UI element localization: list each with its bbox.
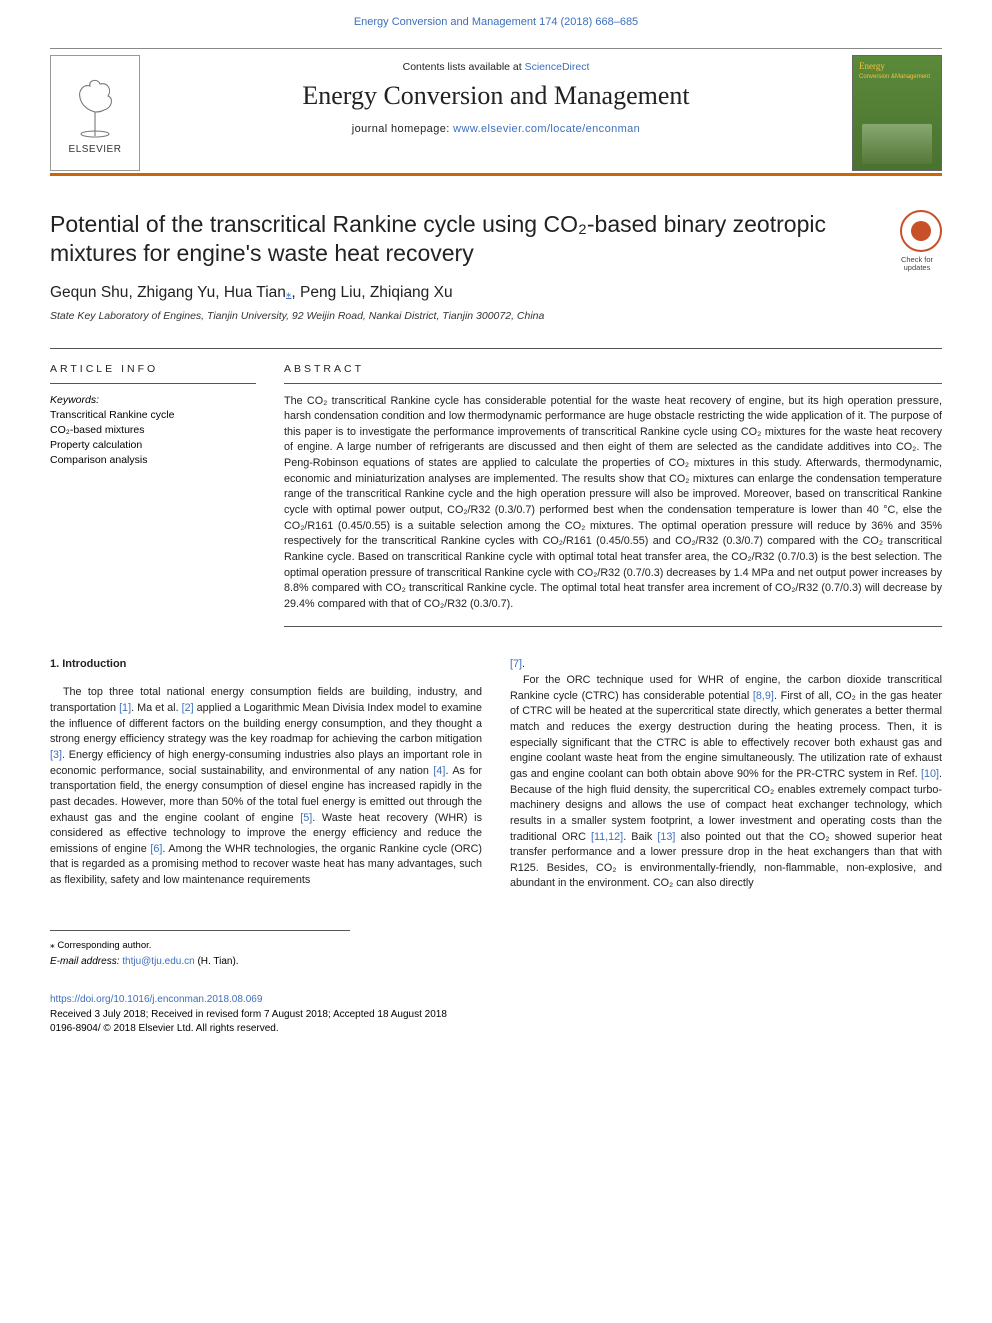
email-name: (H. Tian). (195, 956, 239, 967)
body-column-right: [7]. For the ORC technique used for WHR … (510, 657, 942, 892)
journal-cover-thumb: Energy Conversion &Management (852, 55, 942, 171)
publisher-name: ELSEVIER (69, 144, 122, 155)
citation-link[interactable]: [13] (657, 831, 675, 843)
homepage-prefix: journal homepage: (352, 123, 453, 135)
citation-link[interactable]: [1] (119, 702, 131, 714)
abstract-column: ABSTRACT The CO₂ transcritical Rankine c… (284, 349, 942, 628)
contents-prefix: Contents lists available at (403, 61, 525, 73)
citation-link[interactable]: [10] (921, 768, 939, 780)
citation-link[interactable]: [2] (182, 702, 194, 714)
section-heading-intro: 1. Introduction (50, 657, 482, 673)
abstract-label: ABSTRACT (284, 363, 942, 384)
citation-link[interactable]: [3] (50, 749, 62, 761)
body-lead-right: [7]. (510, 657, 942, 673)
article-info-column: ARTICLE INFO Keywords: Transcritical Ran… (50, 349, 256, 628)
author-name: Hua Tian (224, 284, 286, 301)
author-name: Gequn Shu (50, 284, 128, 301)
citation-link[interactable]: [5] (300, 812, 312, 824)
citation-link[interactable]: [6] (150, 843, 162, 855)
article-info-label: ARTICLE INFO (50, 363, 256, 384)
keyword-item: Transcritical Rankine cycle (50, 408, 256, 423)
keyword-item: Comparison analysis (50, 453, 256, 468)
email-label: E-mail address: (50, 956, 122, 967)
affiliation: State Key Laboratory of Engines, Tianjin… (50, 310, 942, 322)
keyword-item: Property calculation (50, 438, 256, 453)
header-center: Contents lists available at ScienceDirec… (160, 49, 832, 135)
issn-copyright: 0196-8904/ © 2018 Elsevier Ltd. All righ… (50, 1022, 942, 1037)
citation-link[interactable]: [8,9] (753, 690, 774, 702)
crossmark-icon (911, 221, 931, 241)
author-list: Gequn Shu, Zhigang Yu, Hua Tian⁎, Peng L… (50, 284, 942, 302)
cover-image-placeholder (862, 124, 932, 164)
running-header: Energy Conversion and Management 174 (20… (0, 0, 992, 40)
cover-subtitle: Conversion &Management (859, 74, 935, 80)
author-name: Zhigang Yu (137, 284, 215, 301)
journal-homepage-link[interactable]: www.elsevier.com/locate/enconman (453, 123, 640, 135)
abstract-text: The CO₂ transcritical Rankine cycle has … (284, 394, 942, 613)
footer-meta: https://doi.org/10.1016/j.enconman.2018.… (50, 993, 942, 1037)
author-name: Zhiqiang Xu (370, 284, 453, 301)
body-column-left: 1. Introduction The top three total nati… (50, 657, 482, 892)
body-paragraph-left: The top three total national energy cons… (50, 685, 482, 888)
body-paragraph-right: For the ORC technique used for WHR of en… (510, 673, 942, 892)
author-name: Peng Liu (300, 284, 361, 301)
corresponding-email-link[interactable]: thtju@tju.edu.cn (122, 956, 194, 967)
keywords-list: Transcritical Rankine cycleCO₂-based mix… (50, 408, 256, 469)
article-title: Potential of the transcritical Rankine c… (50, 210, 942, 268)
citation-link[interactable]: [7] (510, 658, 522, 670)
journal-homepage-line: journal homepage: www.elsevier.com/locat… (160, 123, 832, 135)
keywords-label: Keywords: (50, 394, 256, 406)
elsevier-tree-icon (65, 72, 125, 142)
email-line: E-mail address: thtju@tju.edu.cn (H. Tia… (50, 955, 350, 970)
crossmark-badge[interactable] (900, 210, 942, 252)
cover-title: Energy (859, 62, 935, 72)
journal-name-large: Energy Conversion and Management (160, 81, 832, 111)
corresponding-footer: ⁎ Corresponding author. E-mail address: … (50, 930, 350, 969)
sciencedirect-link[interactable]: ScienceDirect (525, 61, 590, 73)
publisher-logo: ELSEVIER (50, 55, 140, 171)
citation-link[interactable]: [4] (433, 765, 445, 777)
crossmark-label: Check for updates (896, 256, 938, 273)
received-dates: Received 3 July 2018; Received in revise… (50, 1008, 942, 1023)
contents-available: Contents lists available at ScienceDirec… (160, 61, 832, 73)
doi-link[interactable]: https://doi.org/10.1016/j.enconman.2018.… (50, 994, 262, 1005)
corresponding-mark[interactable]: ⁎ (286, 288, 292, 300)
journal-header: ELSEVIER Contents lists available at Sci… (50, 48, 942, 176)
corresponding-note: ⁎ Corresponding author. (50, 939, 350, 953)
keyword-item: CO₂-based mixtures (50, 423, 256, 438)
citation-link[interactable]: [11,12] (591, 831, 623, 843)
